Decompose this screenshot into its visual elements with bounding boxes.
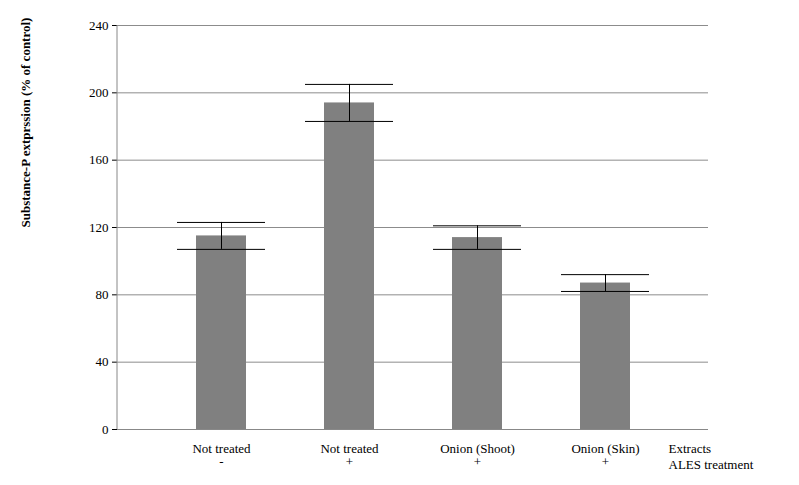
svg-text:Not treated-: Not treated- xyxy=(192,441,251,469)
svg-text:80: 80 xyxy=(96,287,109,302)
svg-text:Onion (Shoot)+: Onion (Shoot)+ xyxy=(440,441,515,469)
svg-text:120: 120 xyxy=(89,220,109,235)
svg-text:40: 40 xyxy=(96,354,109,369)
svg-text:240: 240 xyxy=(89,18,109,33)
svg-text:Substance-P extprssion (% of c: Substance-P extprssion (% of control) xyxy=(18,18,33,228)
svg-text:200: 200 xyxy=(89,85,109,100)
svg-text:Not treated+: Not treated+ xyxy=(320,441,379,469)
svg-text:160: 160 xyxy=(89,152,109,167)
svg-text:Onion (Skin)+: Onion (Skin)+ xyxy=(571,441,639,469)
svg-text:ExtractsALES treatment: ExtractsALES treatment xyxy=(669,441,754,472)
svg-text:0: 0 xyxy=(102,422,109,437)
